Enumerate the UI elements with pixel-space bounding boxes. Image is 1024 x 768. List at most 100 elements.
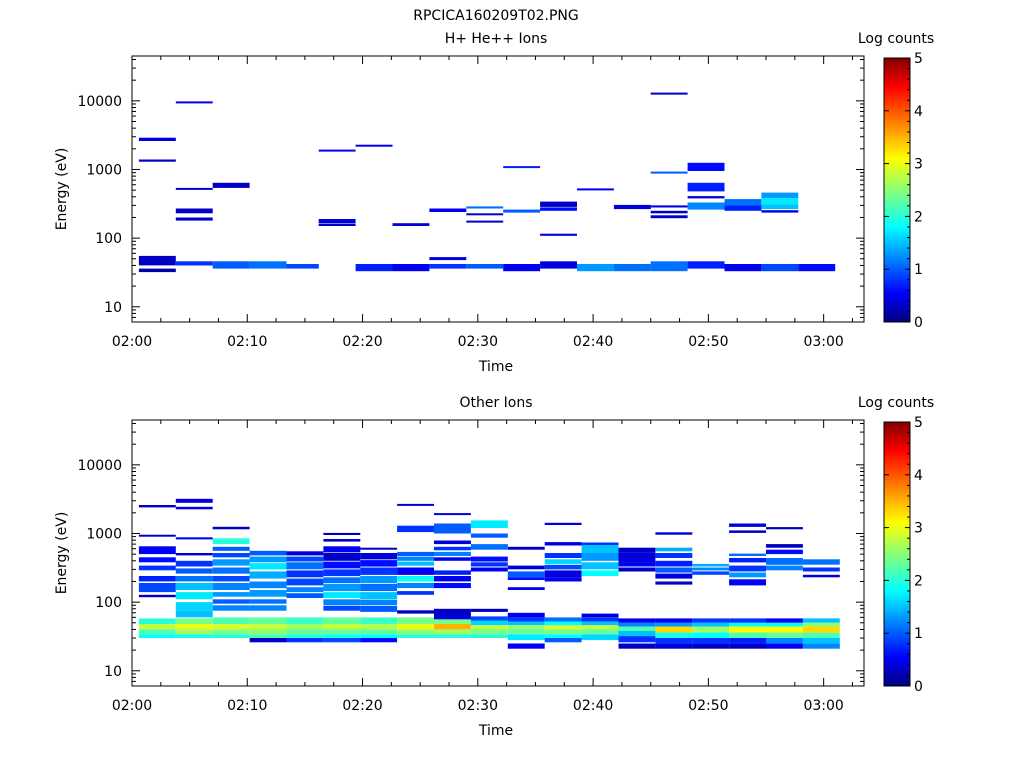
heatmap-cell [249,581,287,589]
heatmap-cell [692,567,730,571]
y-tick-label: 1000 [86,162,122,178]
colorbar-tick-label: 1 [914,262,923,278]
x-tick-label: 02:00 [112,698,152,714]
heatmap-cell [249,605,287,611]
heatmap-cell [507,571,545,578]
heatmap-cell [544,522,582,525]
heatmap-cell [397,634,434,638]
colorbar-tick-label: 1 [914,626,923,642]
heatmap-cell [470,629,508,635]
heatmap-cell [544,553,582,558]
heatmap-cell [581,629,619,635]
heatmap-cell [470,625,508,630]
colorbar-tick-label: 0 [914,315,923,331]
heatmap-cell [687,196,725,199]
x-axis-label: Time [478,723,513,739]
heatmap-cell [175,629,213,635]
heatmap-cell [544,559,582,564]
colorbar-tick-label: 5 [914,415,923,431]
heatmap-cell [581,621,619,626]
y-tick-label: 100 [95,231,122,247]
heatmap-cell [323,629,361,635]
heatmap-cell [434,557,471,561]
heatmap-cell [802,559,840,565]
heatmap-cell [802,574,840,578]
colorbar-ticks: 0 1 2 3 4 5 [884,415,923,695]
heatmap-cell [761,204,799,210]
heatmap-cell [175,498,213,503]
heatmap-cell [249,563,287,570]
heatmap-cell [466,213,504,216]
heatmap-cell [503,264,541,272]
heatmap-cell [434,608,471,615]
heatmap-cell [175,553,213,556]
heatmap-cell [802,643,840,649]
heatmap-cell [434,546,471,551]
y-axis-label: Energy (eV) [54,512,70,595]
heatmap-cells [138,92,836,273]
heatmap-cell [766,632,803,638]
heatmap-cell [544,617,582,622]
heatmap-cell [470,620,508,626]
heatmap-cell [581,562,619,570]
heatmap-cell [577,188,614,191]
heatmap-cell [544,625,582,630]
colorbar [883,57,911,323]
heatmap-cell [618,547,656,553]
heatmap-cell [540,261,577,269]
heatmap-cell [544,577,582,582]
heatmap-cell [507,625,545,630]
heatmap-cell [581,553,619,561]
heatmap-cell [212,629,250,635]
heatmap-cell [724,264,762,272]
heatmap-cell [434,583,471,589]
heatmap-cell [138,618,176,624]
heatmap-cell [618,622,656,627]
heatmap-cell [397,525,434,533]
heatmap-cell [692,632,730,638]
heatmap-cell [729,618,766,623]
heatmap-cell [581,625,619,630]
heatmap-cell [392,223,430,226]
heatmap-cell [397,551,434,556]
heatmap-cell [212,592,250,597]
heatmap-cell [766,544,803,548]
heatmap-cell [655,618,693,623]
panel-title: H+ He++ Ions [445,31,548,47]
heatmap-cell [507,587,545,590]
heatmap-cell [138,159,176,162]
heatmap-cell [360,576,398,583]
heatmap-cell [507,634,545,641]
heatmap-cell [286,578,324,586]
heatmap-cell [212,182,250,188]
heatmap-cell [729,643,766,649]
heatmap-cell [692,643,730,649]
x-tick-label: 02:50 [688,334,728,350]
heatmap-cell [397,561,434,566]
heatmap-cell [655,547,693,552]
heatmap-cell [507,643,545,649]
heatmap-cell [692,618,730,623]
heatmap-cell [503,166,541,169]
heatmap-cell [175,506,213,510]
panel-title: Other Ions [459,395,532,411]
heatmap-cell [507,546,545,550]
heatmap-cell [581,542,619,545]
colorbar-tick-label: 0 [914,679,923,695]
colorbar-tick-label: 2 [914,573,923,589]
heatmap-cell [318,219,356,224]
heatmap-cell [692,626,730,633]
heatmap-cell [286,638,324,643]
heatmap-cell [212,599,250,604]
heatmap-cell [802,622,840,627]
colorbar-ticks: 0 1 2 3 4 5 [884,51,923,331]
heatmap-cell [655,626,693,633]
heatmap-cell [650,215,688,219]
heatmap-cell [323,532,361,535]
heatmap-cell [507,617,545,622]
heatmap-cell [323,624,361,630]
colorbar-tick-label: 5 [914,51,923,67]
heatmap-cell [581,570,619,576]
heatmap-cell [802,626,840,633]
heatmap-cell [618,636,656,643]
